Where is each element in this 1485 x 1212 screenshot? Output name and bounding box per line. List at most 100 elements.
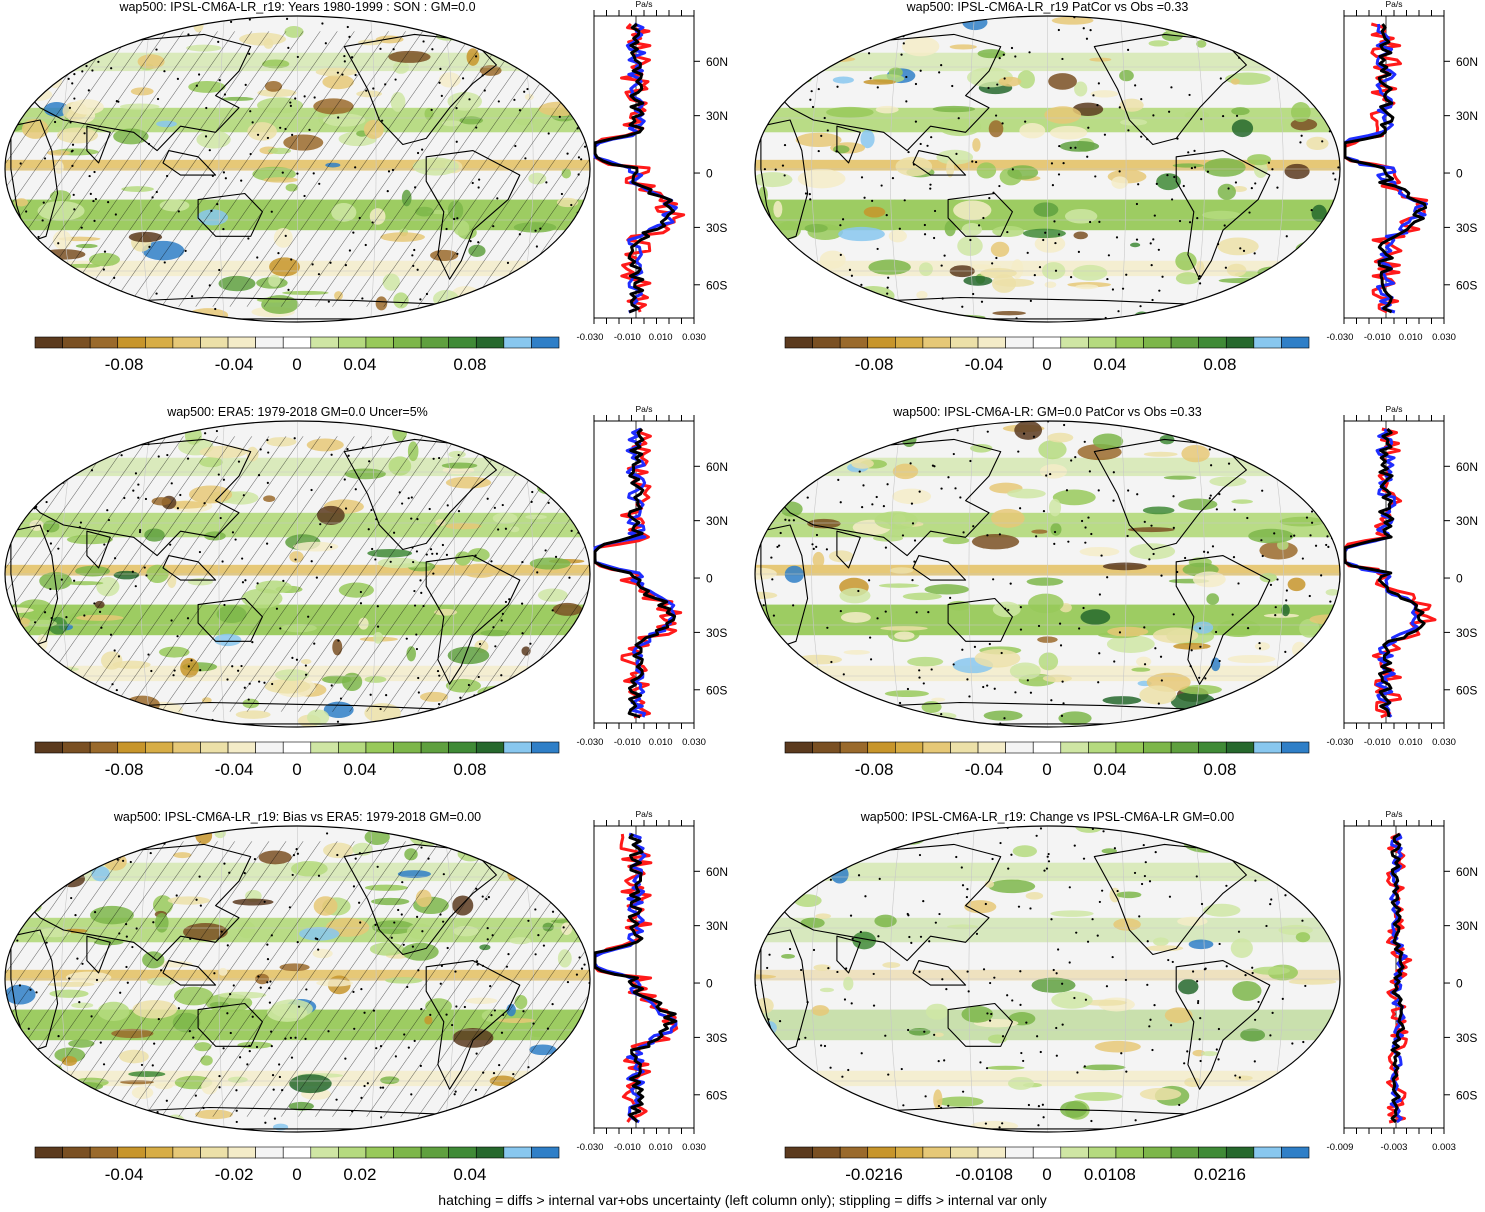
colorbar-label: -0.04 (965, 355, 1004, 374)
colorbar-swatch (172, 741, 201, 754)
coastline-africa (760, 929, 809, 1053)
profile-tick-label: 0.010 (649, 737, 673, 748)
coastline-green (1245, 429, 1294, 459)
latitude-label: 60N (706, 460, 728, 474)
colorbar-swatch (1005, 741, 1034, 754)
colorbar-swatch (950, 336, 979, 349)
colorbar-swatch (255, 741, 284, 754)
colorbar-swatch (867, 1146, 896, 1159)
colorbar-label: 0 (292, 355, 301, 374)
colorbar-swatch (420, 1146, 449, 1159)
latitude-label: 30N (1456, 919, 1478, 933)
colorbar-swatch (839, 1146, 869, 1159)
colorbar-swatch (812, 1146, 841, 1159)
colorbar-swatch (784, 1146, 813, 1159)
colorbar-label: -0.08 (855, 355, 894, 374)
colorbar-swatch (1143, 741, 1172, 754)
latitude-label: 60S (1456, 683, 1477, 697)
colorbar-swatch (338, 741, 367, 754)
panel-graphic: Pa/s -0.030 -0.010 0.010 0.030 60N 30N 0 30S 60S -… (4, 405, 728, 779)
colorbar-swatch (1088, 741, 1117, 754)
colorbar-label: 0 (1042, 355, 1051, 374)
colorbar-swatch (784, 336, 813, 349)
profile-line-blue (1343, 23, 1428, 314)
colorbar-swatch (282, 336, 312, 349)
coastline-green (495, 834, 544, 864)
latitude-label: 60S (1456, 1088, 1477, 1102)
panel-5: wap500: IPSL-CM6A-LR_r19: Bias vs ERA5: … (0, 810, 740, 1210)
colorbar-swatch (475, 741, 505, 754)
panel-title: wap500: IPSL-CM6A-LR: GM=0.0 PatCor vs O… (893, 405, 1202, 419)
latitude-label: 30N (706, 919, 728, 933)
colorbar-swatch (1281, 741, 1310, 754)
panel-1: wap500: IPSL-CM6A-LR_r19: Years 1980-199… (0, 0, 740, 400)
colorbar-swatch (895, 336, 924, 349)
map-border (754, 15, 1341, 323)
coastline-africa (760, 119, 809, 243)
colorbar-label: 0 (1042, 760, 1051, 779)
latitude-label: 0 (1456, 572, 1463, 586)
colorbar-label: -0.08 (855, 760, 894, 779)
colorbar-label: 0.04 (453, 1165, 486, 1184)
colorbar-swatch (62, 336, 91, 349)
colorbar-swatch (282, 1146, 312, 1159)
colorbar-swatch (1281, 1146, 1310, 1159)
figure-footnote: hatching = diffs > internal var+obs unce… (438, 1192, 1047, 1208)
colorbar-label: 0.04 (1093, 355, 1126, 374)
panel-graphic: Pa/s -0.030 -0.010 0.010 0.030 60N 30N 0 30S 60S -… (754, 405, 1478, 779)
colorbar-swatch (950, 1146, 979, 1159)
panel-6: wap500: IPSL-CM6A-LR_r19: Change vs IPSL… (750, 810, 1485, 1210)
colorbar-label: 0.08 (453, 760, 486, 779)
colorbar-label: 0.0108 (1084, 1165, 1136, 1184)
colorbar (34, 1146, 560, 1159)
colorbar-label: -0.04 (215, 760, 254, 779)
profile-tick-label: -0.010 (614, 737, 641, 748)
colorbar-label: 0.04 (343, 760, 376, 779)
colorbar-swatch (977, 1146, 1006, 1159)
colorbar-swatch (255, 1146, 284, 1159)
colorbar-swatch (172, 1146, 201, 1159)
colorbar-label: 0 (292, 760, 301, 779)
latitude-label: 0 (706, 572, 713, 586)
colorbar-label: -0.08 (105, 355, 144, 374)
colorbar-swatch (227, 741, 256, 754)
colorbar-swatch (475, 1146, 505, 1159)
colorbar-label: -0.0216 (845, 1165, 903, 1184)
colorbar-swatch (420, 336, 449, 349)
coastline-green (495, 429, 544, 459)
coastline-seasia (912, 555, 967, 581)
profile-line-black (1390, 832, 1406, 1124)
colorbar-swatch (812, 336, 841, 349)
colorbar-swatch (1115, 336, 1144, 349)
colorbar-label: 0.02 (343, 1165, 376, 1184)
panel-2: wap500: IPSL-CM6A-LR_r19 PatCor vs Obs =… (750, 0, 1485, 400)
colorbar-swatch (200, 741, 229, 754)
profile-tick-label: 0.010 (649, 1142, 673, 1153)
colorbar-swatch (1225, 741, 1255, 754)
coastline-austral (947, 597, 1013, 642)
latitude-label: 60N (706, 55, 728, 69)
colorbar-swatch (310, 741, 339, 754)
latitude-label: 30N (706, 514, 728, 528)
colorbar-swatch (1005, 1146, 1034, 1159)
coastline-green (1245, 24, 1294, 54)
profile-unit: Pa/s (635, 0, 652, 9)
panel-3: wap500: ERA5: 1979-2018 GM=0.0 Uncer=5% P… (0, 405, 740, 805)
latitude-label: 0 (706, 167, 713, 181)
profile-tick-label: -0.010 (614, 332, 641, 343)
colorbar-swatch (1281, 336, 1310, 349)
colorbar-swatch (310, 1146, 339, 1159)
colorbar-swatch (1088, 336, 1117, 349)
colorbar-swatch (89, 741, 119, 754)
colorbar-swatch (1115, 1146, 1144, 1159)
profile-unit: Pa/s (635, 405, 652, 414)
profile-tick-label: -0.030 (577, 332, 604, 343)
coastline-eurasia (766, 843, 1002, 962)
colorbar-swatch (448, 336, 477, 349)
colorbar-swatch (89, 1146, 119, 1159)
profile-line-black (593, 22, 675, 314)
colorbar-label: -0.04 (965, 760, 1004, 779)
colorbar-swatch (365, 336, 394, 349)
colorbar-swatch (34, 1146, 63, 1159)
colorbar-swatch (1170, 336, 1199, 349)
